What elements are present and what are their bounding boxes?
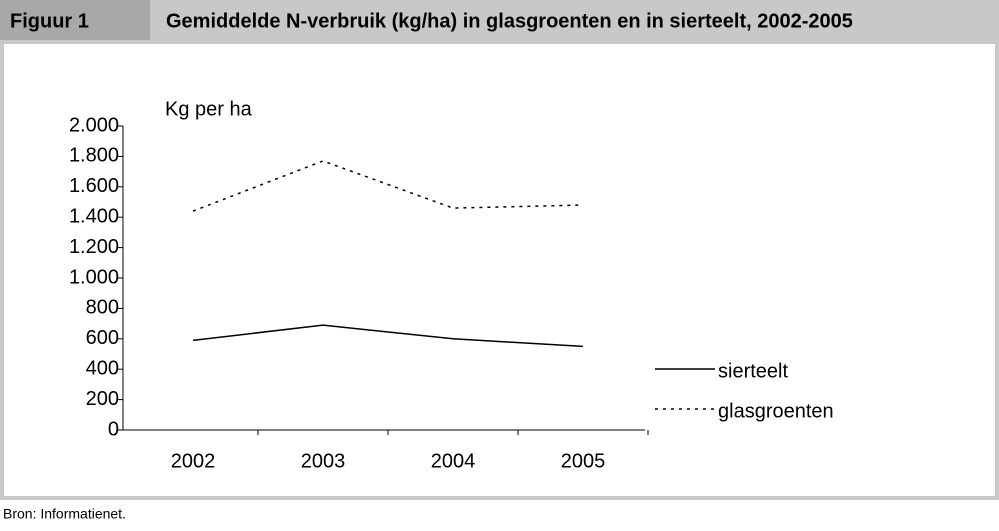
y-axis-label: Kg per ha [165, 98, 253, 120]
header-bar [0, 0, 999, 42]
line-series [192, 160, 584, 212]
header-label-box [0, 0, 150, 42]
x-tick-label: 2002 [171, 450, 216, 472]
legend-label: sierteelt [718, 360, 788, 382]
y-tick-label: 200 [86, 388, 119, 410]
plot: 0 200 400 600 800 1.000 1.200 1.400 1.600 1.800 2.… [69, 114, 834, 472]
x-tick-label: 2005 [561, 450, 606, 472]
line-series [192, 324, 584, 348]
y-tick-label: 800 [86, 297, 119, 319]
y-tick-label: 400 [86, 357, 119, 379]
y-tick-label: 1.400 [69, 205, 119, 227]
x-tick-label: 2003 [301, 450, 346, 472]
figure-title: Gemiddelde N-verbruik (kg/ha) in glasgro… [166, 10, 853, 32]
y-tick-label: 2.000 [69, 114, 119, 136]
y-tick-label: 1.600 [69, 175, 119, 197]
y-tick-label: 1.000 [69, 266, 119, 288]
y-tick-label: 0 [108, 418, 119, 440]
x-tick-label: 2004 [431, 450, 476, 472]
frame [0, 40, 999, 500]
y-tick-label: 1.200 [69, 236, 119, 258]
legend-label: glasgroenten [718, 400, 834, 422]
y-tick-label: 600 [86, 327, 119, 349]
figure-label: Figuur 1 [10, 10, 89, 32]
source: Bron: Informatienet. [3, 506, 126, 522]
y-tick-label: 1.800 [69, 145, 119, 167]
